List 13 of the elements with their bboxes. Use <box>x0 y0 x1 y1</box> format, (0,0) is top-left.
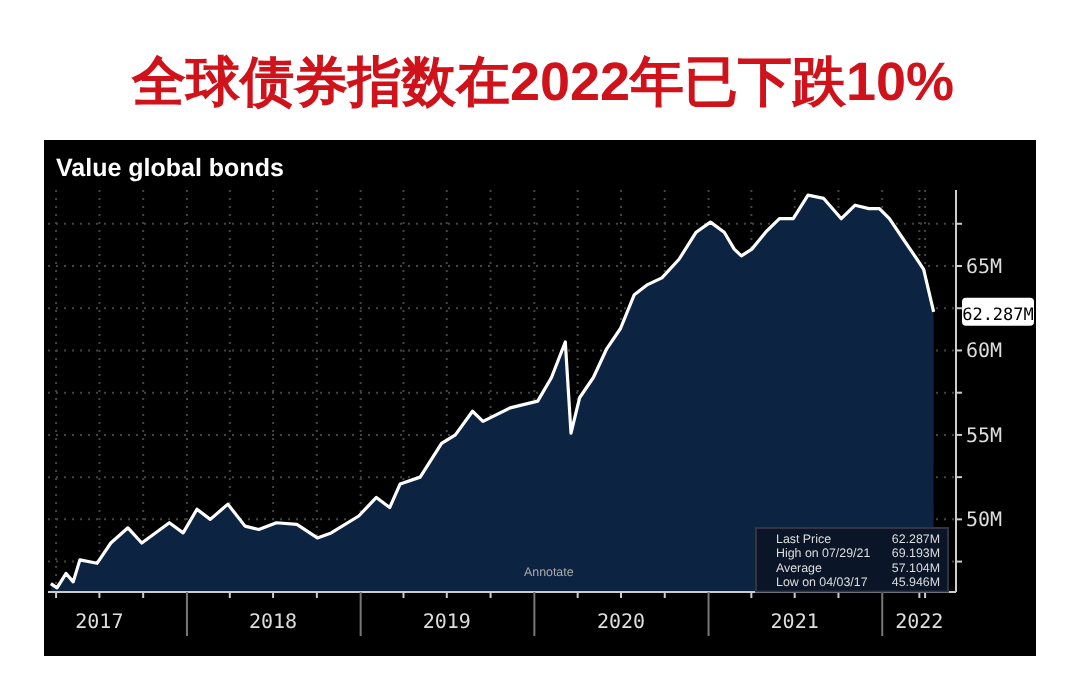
x-tick-label: 2017 <box>75 612 124 634</box>
y-tick-label: 65M <box>966 257 1003 280</box>
data-label: 62.287M <box>962 305 1034 326</box>
chart-subtitle: Value global bonds <box>56 154 284 182</box>
x-tick-label: 2018 <box>249 612 298 634</box>
title: 全球债券指数在2022年已下跌10% <box>131 52 955 112</box>
y-tick-label: 55M <box>966 425 1003 448</box>
y-tick-label: 60M <box>966 341 1003 364</box>
x-tick-label: 2020 <box>596 612 646 634</box>
x-tick-label: 2022 <box>895 612 944 634</box>
y-tick-label: 50M <box>966 510 1003 533</box>
x-tick-label: 2021 <box>770 612 819 634</box>
x-tick-label: 2019 <box>422 612 471 634</box>
